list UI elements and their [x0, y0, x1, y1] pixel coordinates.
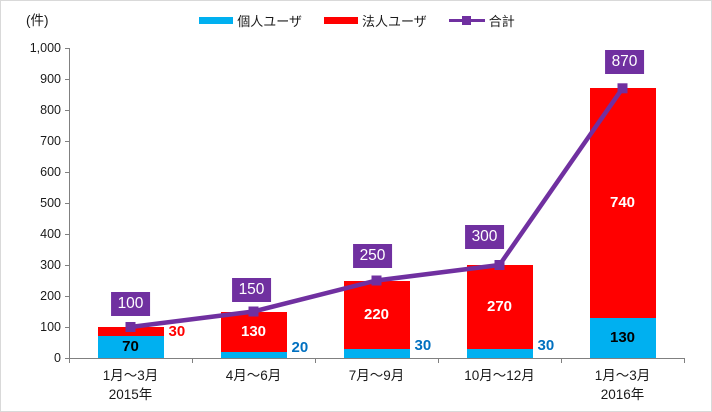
y-axis-tick — [65, 358, 69, 359]
bar-segment-individual — [220, 351, 287, 358]
y-axis-unit-label: (件) — [26, 13, 49, 28]
y-axis-tick — [65, 79, 69, 80]
x-axis-category-label: 10月〜12月 — [435, 366, 565, 385]
y-axis-tick-label: 100 — [40, 320, 61, 334]
total-value-label: 100 — [110, 292, 151, 316]
category-label-text: 10月〜12月 — [464, 368, 535, 383]
x-axis-line — [69, 358, 684, 359]
category-year-label: 2015年 — [108, 387, 153, 402]
y-axis-tick-label: 700 — [40, 134, 61, 148]
bar-value-label-outside: 30 — [414, 337, 432, 355]
bar-value-label: 130 — [240, 322, 267, 340]
total-value-label: 300 — [464, 225, 505, 249]
bar-segment-corporate — [97, 327, 164, 337]
total-value-label: 870 — [604, 50, 645, 75]
x-axis-tick — [561, 358, 562, 363]
x-axis-tick — [192, 358, 193, 363]
x-axis-category-label: 4月〜6月 — [189, 366, 319, 385]
y-axis-tick-label: 300 — [40, 258, 61, 272]
y-axis-tick — [65, 141, 69, 142]
bar-value-label: 270 — [486, 297, 513, 315]
bar-value-label-outside: 30 — [168, 322, 186, 340]
x-axis-tick — [69, 358, 70, 363]
y-axis-tick-label: 1,000 — [29, 41, 61, 55]
legend-item-2: 合計 — [448, 11, 515, 30]
legend-item-0: 個人ユーザ — [199, 11, 302, 30]
y-axis-tick — [65, 172, 69, 173]
bar-segment-individual — [466, 348, 533, 358]
y-axis-tick — [65, 234, 69, 235]
category-year-label: 2016年 — [600, 387, 645, 402]
x-axis-tick — [438, 358, 439, 363]
y-axis-tick-label: 500 — [40, 196, 61, 210]
total-value-label: 150 — [231, 277, 272, 302]
category-label-text: 1月〜3月 — [102, 368, 159, 383]
y-axis-tick — [65, 327, 69, 328]
y-axis-tick-label: 800 — [40, 103, 61, 117]
y-axis-tick — [65, 203, 69, 204]
legend-label: 合計 — [488, 14, 515, 29]
total-value-label: 250 — [352, 243, 393, 268]
legend-label: 法人ユーザ — [361, 14, 427, 29]
x-axis-category-label: 1月〜3月 2015年 — [66, 366, 196, 404]
y-axis-tick — [65, 110, 69, 111]
bar-value-label: 740 — [609, 194, 636, 211]
legend-item-1: 法人ユーザ — [323, 11, 427, 30]
legend-bar-swatch-icon — [199, 17, 234, 24]
bar-value-label-outside: 20 — [291, 338, 309, 356]
legend: 個人ユーザ 法人ユーザ 合計 — [1, 11, 711, 30]
legend-bar-swatch-icon — [323, 17, 358, 24]
x-axis-category-label: 7月〜9月 — [312, 366, 442, 385]
y-axis-tick-label: 600 — [40, 165, 61, 179]
category-label-text: 1月〜3月 — [594, 368, 651, 383]
category-label-text: 4月〜6月 — [225, 368, 282, 383]
legend-label: 個人ユーザ — [237, 14, 302, 29]
legend-line-swatch-icon — [448, 15, 485, 26]
x-axis-category-label: 1月〜3月 2016年 — [558, 366, 688, 404]
y-axis-tick-label: 900 — [40, 72, 61, 86]
bar-value-label: 220 — [363, 305, 390, 323]
x-axis-tick — [684, 358, 685, 363]
y-axis-line — [69, 48, 70, 358]
bar-value-label-outside: 30 — [537, 337, 555, 355]
bar-value-label: 70 — [122, 338, 139, 356]
bar-segment-individual — [97, 336, 164, 358]
y-axis-tick-label: 200 — [40, 289, 61, 303]
category-label-text: 7月〜9月 — [348, 368, 405, 383]
bar-value-label: 130 — [609, 328, 636, 346]
y-axis-tick — [65, 296, 69, 297]
x-axis-tick — [315, 358, 316, 363]
bar-segment-individual — [343, 348, 410, 358]
y-axis-tick — [65, 265, 69, 266]
y-axis-tick-label: 400 — [40, 227, 61, 241]
y-axis-tick-label: 0 — [54, 351, 61, 365]
y-axis-tick — [65, 48, 69, 49]
